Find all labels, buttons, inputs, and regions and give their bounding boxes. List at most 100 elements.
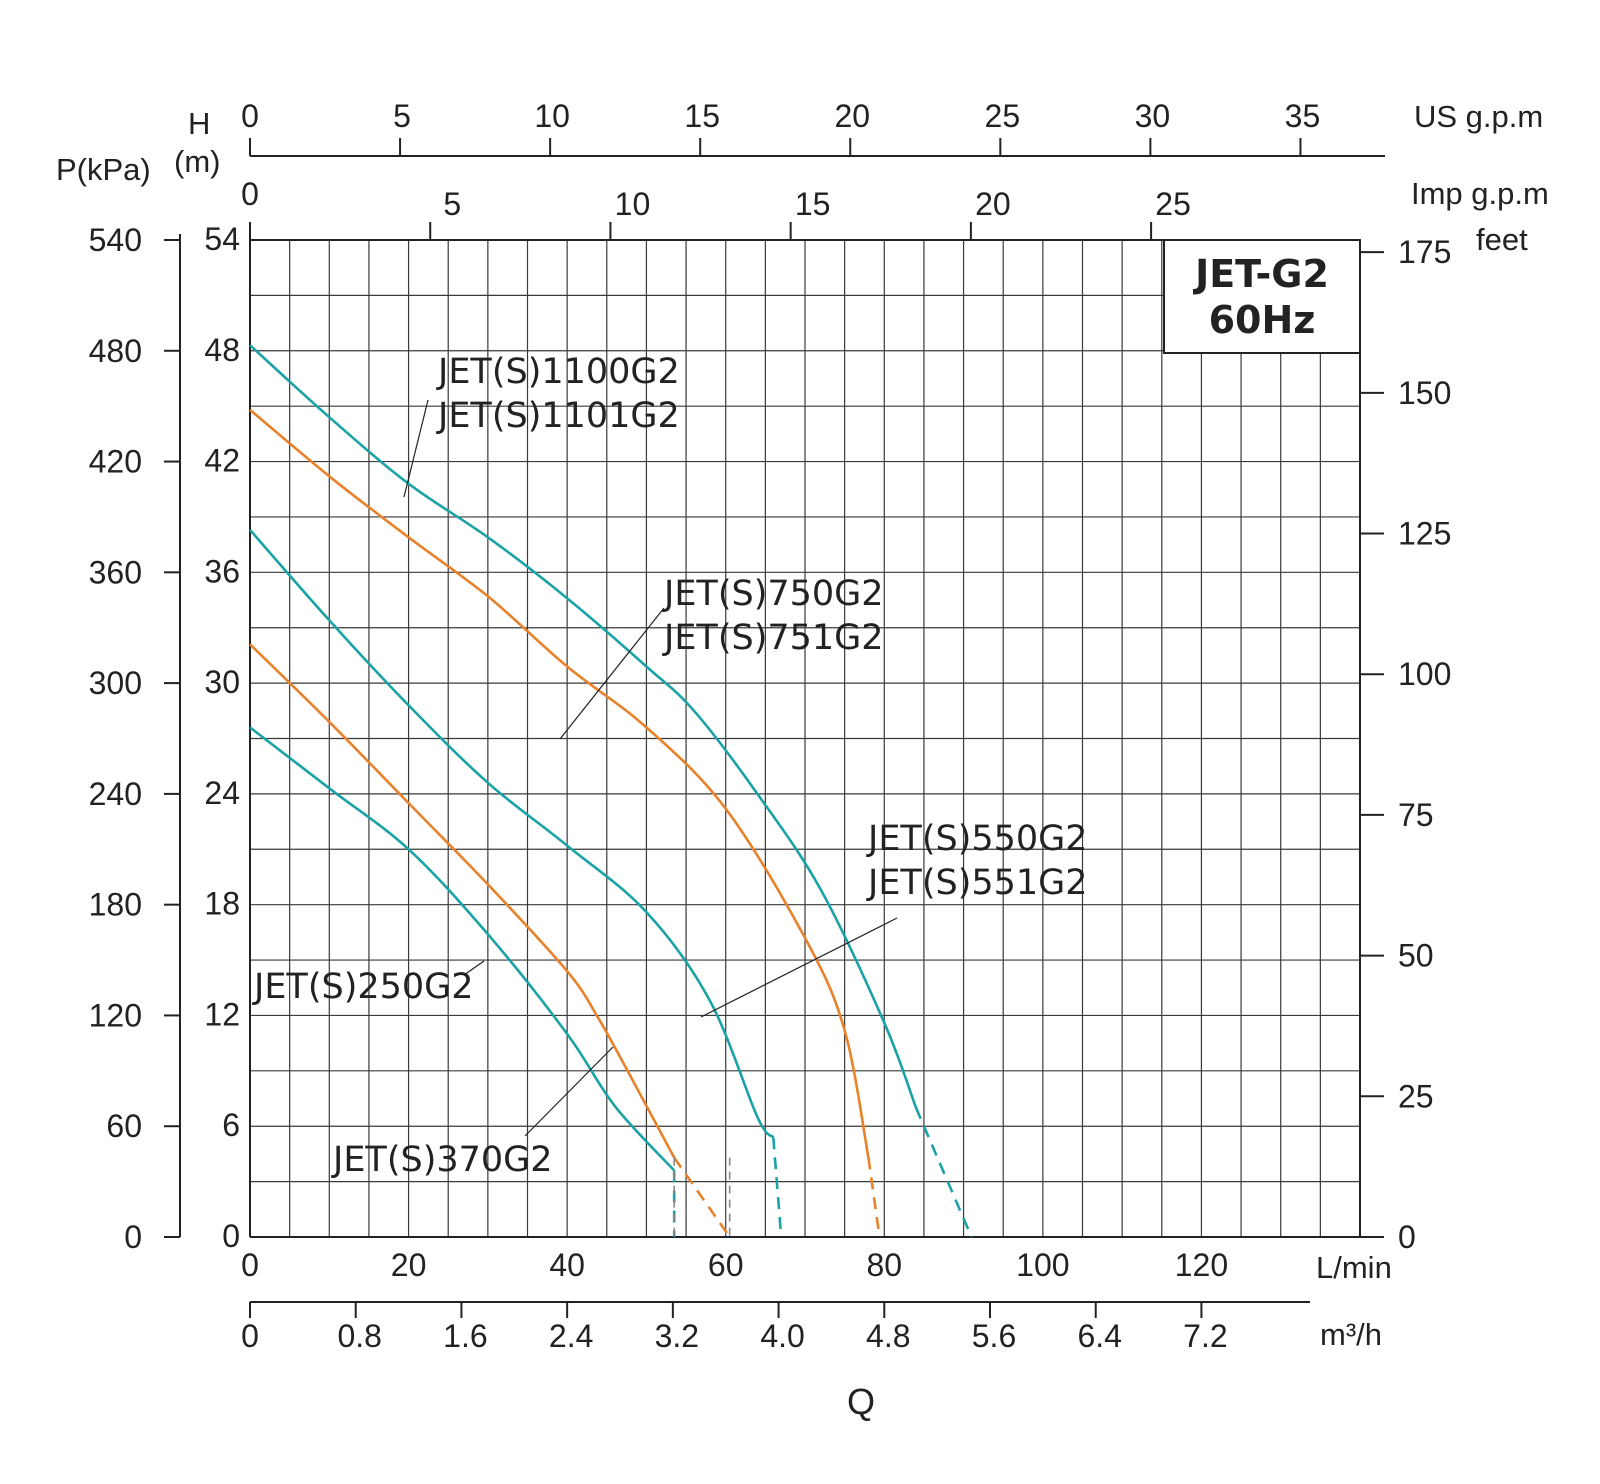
kpa-unit-label: P(kPa) bbox=[56, 152, 151, 187]
tick-usgpm-30: 30 bbox=[1135, 98, 1171, 134]
tick-impgpm-20: 20 bbox=[975, 186, 1011, 222]
lmin-unit-label: L/min bbox=[1316, 1250, 1392, 1285]
tick-kpa-0: 0 bbox=[124, 1219, 142, 1255]
tick-lmin-40: 40 bbox=[549, 1247, 585, 1283]
tick-kpa-360: 360 bbox=[89, 554, 142, 590]
tick-m-12: 12 bbox=[204, 996, 240, 1032]
chart-subtitle: 60Hz bbox=[1209, 298, 1316, 342]
usgpm-unit-label: US g.p.m bbox=[1414, 99, 1543, 134]
unit-labels: US g.p.m Imp g.p.m feet P(kPa) H (m) L/m… bbox=[56, 99, 1549, 1422]
tick-kpa-300: 300 bbox=[89, 665, 142, 701]
tick-lmin-60: 60 bbox=[708, 1247, 744, 1283]
tick-feet-150: 150 bbox=[1398, 375, 1451, 411]
impgpm-unit-label: Imp g.p.m bbox=[1411, 176, 1549, 211]
tick-m-30: 30 bbox=[204, 664, 240, 700]
feet-unit-label: feet bbox=[1476, 222, 1528, 257]
tick-kpa-540: 540 bbox=[89, 222, 142, 258]
tick-impgpm-15: 15 bbox=[795, 186, 831, 222]
tick-kpa-180: 180 bbox=[89, 887, 142, 923]
curve-dashed-1 bbox=[867, 1157, 881, 1238]
tick-kpa-60: 60 bbox=[106, 1108, 142, 1144]
tick-feet-75: 75 bbox=[1398, 797, 1434, 833]
leader-250 bbox=[463, 960, 485, 976]
title-badge-box bbox=[1163, 239, 1361, 354]
tick-lmin-80: 80 bbox=[866, 1247, 902, 1283]
tick-feet-0: 0 bbox=[1398, 1219, 1416, 1255]
tick-impgpm-10: 10 bbox=[615, 186, 651, 222]
tick-m3h-0: 0 bbox=[241, 1318, 259, 1354]
tick-m-48: 48 bbox=[204, 332, 240, 368]
tick-feet-25: 25 bbox=[1398, 1078, 1434, 1114]
curve-0 bbox=[249, 344, 918, 1109]
label-jet750: JET(S)750G2 bbox=[662, 574, 884, 614]
tick-m3h-3.2: 3.2 bbox=[655, 1318, 699, 1354]
curve-labels: JET(S)1100G2 JET(S)1101G2 JET(S)750G2 JE… bbox=[252, 352, 1088, 1180]
label-jet550: JET(S)550G2 bbox=[866, 819, 1088, 859]
tick-m3h-4.8: 4.8 bbox=[866, 1318, 910, 1354]
tick-m-24: 24 bbox=[204, 775, 240, 811]
leader-370 bbox=[524, 1046, 614, 1137]
head-unit-sub-label: (m) bbox=[174, 144, 220, 179]
chart-title: JET-G2 bbox=[1192, 252, 1329, 296]
tick-m3h-7.2: 7.2 bbox=[1183, 1318, 1227, 1354]
tick-impgpm-5: 5 bbox=[443, 186, 461, 222]
tick-m-0: 0 bbox=[222, 1218, 240, 1254]
tick-lmin-0: 0 bbox=[241, 1247, 259, 1283]
tick-m3h-2.4: 2.4 bbox=[549, 1318, 593, 1354]
tick-m3h-6.4: 6.4 bbox=[1077, 1318, 1121, 1354]
tick-lmin-20: 20 bbox=[391, 1247, 427, 1283]
tick-lmin-120: 120 bbox=[1175, 1247, 1228, 1283]
tick-m-36: 36 bbox=[204, 553, 240, 589]
tick-m3h-0.8: 0.8 bbox=[337, 1318, 381, 1354]
tick-kpa-240: 240 bbox=[89, 776, 142, 812]
tick-usgpm-0: 0 bbox=[241, 98, 259, 134]
tick-lmin-100: 100 bbox=[1016, 1247, 1069, 1283]
curve-1 bbox=[249, 408, 870, 1158]
tick-impgpm-25: 25 bbox=[1155, 186, 1191, 222]
label-jet1101: JET(S)1101G2 bbox=[436, 396, 680, 436]
title-badge: JET-G2 60Hz bbox=[1163, 239, 1361, 354]
label-jet551: JET(S)551G2 bbox=[866, 863, 1088, 903]
leader-750 bbox=[559, 607, 665, 740]
curve-dashed-0 bbox=[914, 1107, 973, 1238]
tick-kpa-420: 420 bbox=[89, 444, 142, 480]
label-jet1100: JET(S)1100G2 bbox=[436, 352, 680, 392]
tick-kpa-120: 120 bbox=[89, 997, 142, 1033]
curve-dashed-2 bbox=[771, 1137, 783, 1238]
curve-2 bbox=[249, 529, 775, 1139]
tick-feet-50: 50 bbox=[1398, 938, 1434, 974]
tick-kpa-480: 480 bbox=[89, 333, 142, 369]
leader-550 bbox=[700, 917, 898, 1018]
tick-m3h-5.6: 5.6 bbox=[972, 1318, 1016, 1354]
tick-m-18: 18 bbox=[204, 886, 240, 922]
m3h-unit-label: m³/h bbox=[1320, 1317, 1382, 1352]
chart-grid bbox=[250, 240, 1360, 1237]
label-jet250: JET(S)250G2 bbox=[252, 967, 474, 1007]
tick-feet-125: 125 bbox=[1398, 516, 1451, 552]
tick-usgpm-25: 25 bbox=[985, 98, 1021, 134]
leader-1100 bbox=[403, 399, 429, 498]
curve-3 bbox=[249, 643, 676, 1159]
curve-dashed-3 bbox=[673, 1156, 731, 1238]
head-unit-label: H bbox=[188, 106, 210, 141]
tick-usgpm-15: 15 bbox=[684, 98, 720, 134]
tick-m-6: 6 bbox=[222, 1107, 240, 1143]
curve-4 bbox=[249, 726, 676, 1172]
label-leaders bbox=[403, 399, 898, 1137]
tick-usgpm-5: 5 bbox=[393, 98, 411, 134]
tick-feet-175: 175 bbox=[1398, 234, 1451, 270]
curves bbox=[249, 344, 973, 1238]
tick-usgpm-20: 20 bbox=[834, 98, 870, 134]
tick-usgpm-10: 10 bbox=[534, 98, 570, 134]
tick-usgpm-35: 35 bbox=[1285, 98, 1321, 134]
tick-impgpm-0: 0 bbox=[241, 176, 259, 212]
tick-m-54: 54 bbox=[204, 221, 240, 257]
axis-ticks bbox=[164, 138, 1384, 1318]
label-jet751: JET(S)751G2 bbox=[662, 618, 884, 658]
tick-m3h-1.6: 1.6 bbox=[443, 1318, 487, 1354]
tick-feet-100: 100 bbox=[1398, 656, 1451, 692]
label-jet370: JET(S)370G2 bbox=[331, 1140, 553, 1180]
tick-m-42: 42 bbox=[204, 443, 240, 479]
